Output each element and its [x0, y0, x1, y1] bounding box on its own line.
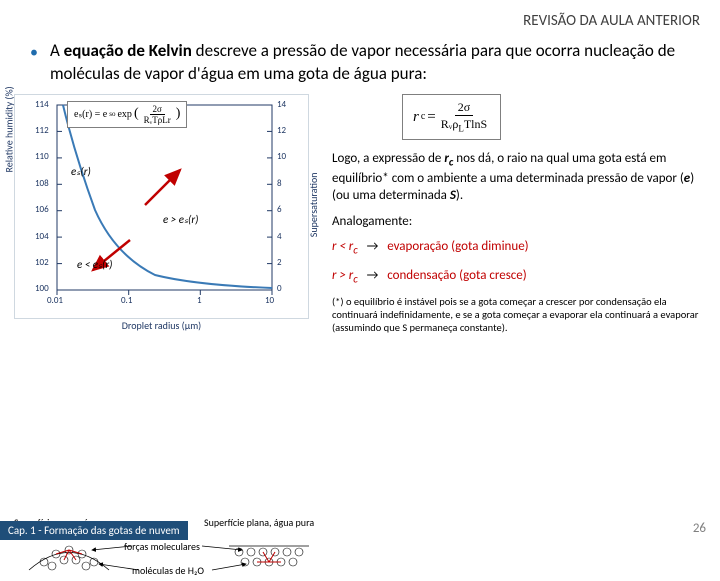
bullet-marker: •: [30, 42, 38, 86]
chart-inline-formula: eₛ(r) = eso exp ( 2σ RᵥTρLr ): [67, 101, 187, 128]
annot-esr: eₛ(r): [71, 165, 91, 178]
slide-header: REVISÃO DA AULA ANTERIOR: [0, 0, 720, 34]
yl-tick: 104: [35, 231, 49, 242]
bullet-text: A equação de Kelvin descreve a pressão d…: [50, 40, 690, 86]
yl-tick: 110: [35, 151, 49, 162]
y-right-label: Supersaturation: [308, 173, 321, 238]
footnote: (*) o equilíbrio é instável pois se a go…: [332, 295, 710, 334]
yr-tick: 4: [277, 231, 282, 242]
condition-condensation: r > rc → condensação (gota cresce): [332, 267, 710, 287]
content-row: eₛ(r) = eso exp ( 2σ RᵥTρLr ) 100 102 10…: [0, 94, 720, 334]
page-number: 26: [693, 521, 706, 536]
yl-tick: 100: [35, 283, 49, 294]
kelvin-chart: eₛ(r) = eso exp ( 2σ RᵥTρLr ) 100 102 10…: [14, 94, 309, 319]
yr-tick: 6: [277, 204, 282, 215]
x-label: Droplet radius (μm): [122, 319, 201, 332]
rc-formula: rc = 2σ RᵥρLTlnS: [402, 94, 501, 140]
yl-tick: 106: [35, 204, 49, 215]
main-bullet: • A equação de Kelvin descreve a pressão…: [0, 34, 720, 94]
x-tick: 10: [265, 295, 274, 306]
yl-tick: 102: [35, 257, 49, 268]
right-text-column: rc = 2σ RᵥρLTlnS Logo, a expressão de rc…: [314, 94, 710, 334]
yr-tick: 12: [277, 125, 286, 136]
condition-evaporation: r < rc → evaporação (gota diminue): [332, 238, 710, 258]
chart-svg: [15, 95, 310, 320]
annot-egt: e > eₛ(r): [163, 213, 199, 226]
footer-chapter: Cap. 1 - Formação das gotas de nuvem: [0, 521, 188, 540]
x-tick: 1: [197, 295, 202, 306]
yr-tick: 10: [277, 151, 286, 162]
yr-tick: 8: [277, 178, 282, 189]
paragraph-2: Analogamente:: [332, 213, 710, 231]
annot-elt: e < eₛ(r): [77, 258, 113, 271]
paragraph-1: Logo, a expressão de rc nos dá, o raio n…: [332, 150, 710, 205]
y-left-label: Relative humidity (%): [3, 87, 16, 173]
yl-tick: 108: [35, 178, 49, 189]
yr-tick: 0: [277, 283, 282, 294]
yr-tick: 2: [277, 257, 282, 268]
x-tick: 0.1: [121, 295, 132, 306]
yl-tick: 114: [35, 99, 49, 110]
yr-tick: 14: [277, 99, 286, 110]
yl-tick: 112: [35, 125, 49, 136]
chart-area: eₛ(r) = eso exp ( 2σ RᵥTρLr ) 100 102 10…: [14, 94, 314, 334]
x-tick: 0.01: [47, 295, 63, 306]
